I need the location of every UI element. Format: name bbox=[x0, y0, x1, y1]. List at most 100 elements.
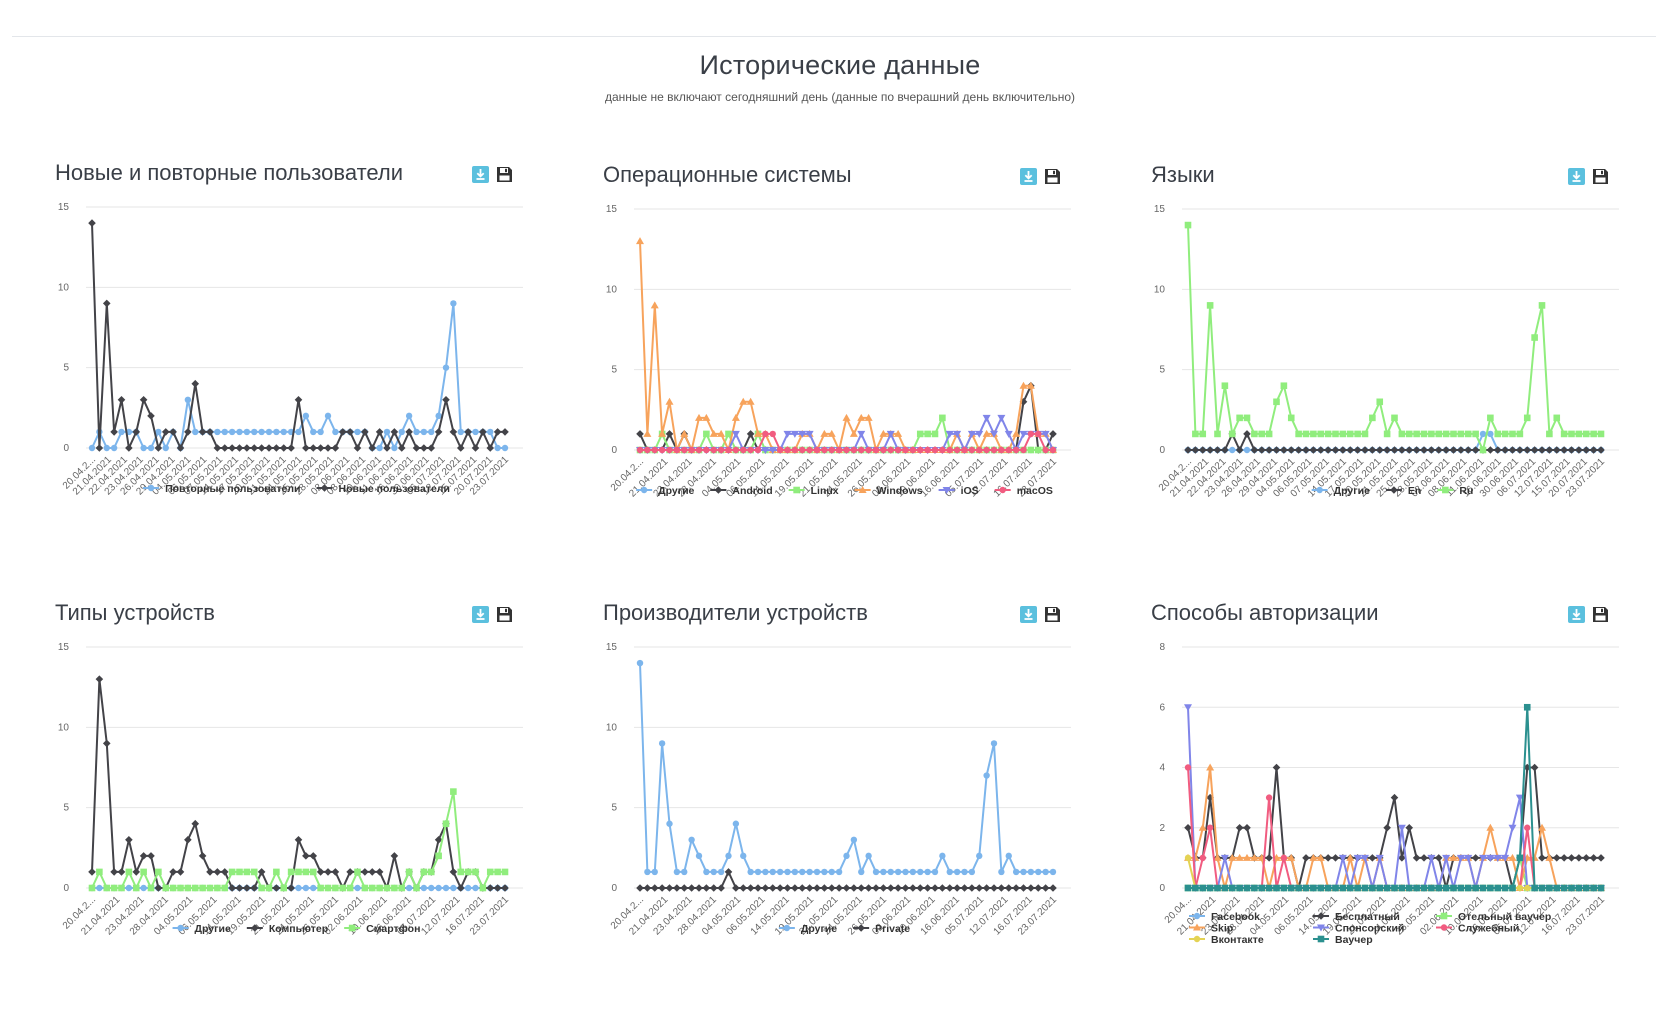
data-point[interactable] bbox=[983, 446, 990, 454]
legend-item[interactable]: Ru bbox=[1437, 485, 1473, 497]
data-point[interactable] bbox=[976, 446, 983, 454]
data-point[interactable] bbox=[1590, 430, 1597, 438]
data-point[interactable] bbox=[1369, 414, 1376, 422]
data-point[interactable] bbox=[982, 429, 991, 437]
legend-label[interactable]: Другие bbox=[195, 923, 231, 935]
data-point[interactable] bbox=[1235, 853, 1244, 861]
data-point[interactable] bbox=[1192, 430, 1199, 438]
download-button[interactable] bbox=[472, 606, 489, 623]
legend-label[interactable]: Другие bbox=[1334, 485, 1370, 497]
data-point[interactable] bbox=[1339, 446, 1347, 454]
data-point[interactable] bbox=[169, 428, 177, 436]
data-point[interactable] bbox=[456, 444, 465, 452]
data-point[interactable] bbox=[375, 428, 384, 436]
save-button[interactable] bbox=[1591, 167, 1610, 186]
data-point[interactable] bbox=[673, 868, 681, 876]
data-point[interactable] bbox=[1034, 884, 1043, 892]
legend-marker[interactable] bbox=[1440, 924, 1448, 931]
data-point[interactable] bbox=[199, 884, 206, 892]
data-point[interactable] bbox=[982, 884, 991, 892]
data-point[interactable] bbox=[486, 868, 494, 876]
data-point[interactable] bbox=[702, 413, 711, 421]
series-3[interactable] bbox=[1184, 221, 1605, 454]
data-point[interactable] bbox=[228, 884, 236, 892]
data-point[interactable] bbox=[687, 884, 696, 892]
data-point[interactable] bbox=[1457, 430, 1465, 438]
data-point[interactable] bbox=[799, 868, 806, 876]
data-point[interactable] bbox=[1435, 430, 1443, 438]
legend-item[interactable]: Смартфон bbox=[344, 923, 420, 935]
data-point[interactable] bbox=[1368, 446, 1377, 454]
data-point[interactable] bbox=[1012, 868, 1020, 876]
legend-label[interactable]: Windows bbox=[877, 485, 923, 497]
data-point[interactable] bbox=[1383, 884, 1391, 892]
data-point[interactable] bbox=[1449, 853, 1458, 861]
legend-label[interactable]: macOS bbox=[1017, 485, 1053, 497]
data-point[interactable] bbox=[1324, 884, 1332, 892]
data-point[interactable] bbox=[464, 428, 472, 436]
data-point[interactable] bbox=[368, 884, 376, 892]
data-point[interactable] bbox=[746, 430, 755, 438]
data-point[interactable] bbox=[1487, 414, 1494, 422]
data-point[interactable] bbox=[397, 444, 406, 452]
data-point[interactable] bbox=[391, 444, 398, 452]
data-point[interactable] bbox=[103, 884, 111, 892]
download-button[interactable] bbox=[1020, 606, 1037, 623]
data-point[interactable] bbox=[272, 884, 281, 892]
data-point[interactable] bbox=[471, 444, 480, 452]
data-point[interactable] bbox=[1552, 446, 1561, 454]
data-point[interactable] bbox=[1302, 446, 1310, 454]
legend-item[interactable]: Ваучер bbox=[1313, 934, 1373, 946]
data-point[interactable] bbox=[405, 868, 413, 876]
data-point[interactable] bbox=[96, 868, 103, 876]
data-point[interactable] bbox=[494, 868, 501, 876]
data-point[interactable] bbox=[827, 884, 836, 892]
data-point[interactable] bbox=[1413, 430, 1420, 438]
data-point[interactable] bbox=[975, 884, 984, 892]
data-point[interactable] bbox=[894, 868, 902, 876]
data-point[interactable] bbox=[1309, 853, 1318, 861]
data-point[interactable] bbox=[184, 428, 192, 436]
data-point[interactable] bbox=[1567, 446, 1576, 454]
data-point[interactable] bbox=[1538, 446, 1546, 454]
data-point[interactable] bbox=[102, 739, 111, 748]
data-point[interactable] bbox=[806, 446, 813, 454]
data-point[interactable] bbox=[717, 884, 725, 892]
data-point[interactable] bbox=[931, 868, 939, 876]
data-point[interactable] bbox=[346, 428, 354, 436]
data-point[interactable] bbox=[287, 868, 295, 876]
data-point[interactable] bbox=[953, 430, 962, 438]
data-point[interactable] bbox=[1354, 884, 1361, 892]
data-point[interactable] bbox=[1501, 430, 1509, 438]
data-point[interactable] bbox=[813, 446, 821, 454]
data-point[interactable] bbox=[309, 852, 318, 860]
data-point[interactable] bbox=[236, 428, 243, 436]
data-point[interactable] bbox=[680, 429, 689, 437]
save-button[interactable] bbox=[1591, 605, 1610, 624]
data-point[interactable] bbox=[909, 868, 917, 876]
data-point[interactable] bbox=[894, 429, 903, 437]
data-point[interactable] bbox=[1464, 884, 1472, 892]
legend-label[interactable]: Другие bbox=[801, 923, 837, 935]
legend-label[interactable]: Повторные пользователи bbox=[165, 483, 300, 495]
data-point[interactable] bbox=[872, 884, 880, 892]
data-point[interactable] bbox=[688, 446, 695, 454]
data-point[interactable] bbox=[1545, 853, 1554, 861]
data-point[interactable] bbox=[1041, 884, 1050, 892]
data-point[interactable] bbox=[1398, 884, 1406, 892]
data-point[interactable] bbox=[302, 884, 310, 892]
data-point[interactable] bbox=[880, 868, 887, 876]
data-point[interactable] bbox=[1199, 430, 1207, 438]
data-point[interactable] bbox=[791, 868, 799, 876]
data-point[interactable] bbox=[879, 429, 888, 437]
data-point[interactable] bbox=[413, 884, 420, 892]
legend-label[interactable]: Смартфон bbox=[366, 923, 420, 935]
data-point[interactable] bbox=[140, 884, 147, 892]
data-point[interactable] bbox=[118, 428, 125, 436]
data-point[interactable] bbox=[427, 444, 436, 452]
data-point[interactable] bbox=[1251, 430, 1258, 438]
data-point[interactable] bbox=[1412, 854, 1421, 862]
legend-marker[interactable] bbox=[1390, 486, 1398, 494]
legend-label[interactable]: Android bbox=[732, 485, 772, 497]
data-point[interactable] bbox=[1509, 430, 1516, 438]
